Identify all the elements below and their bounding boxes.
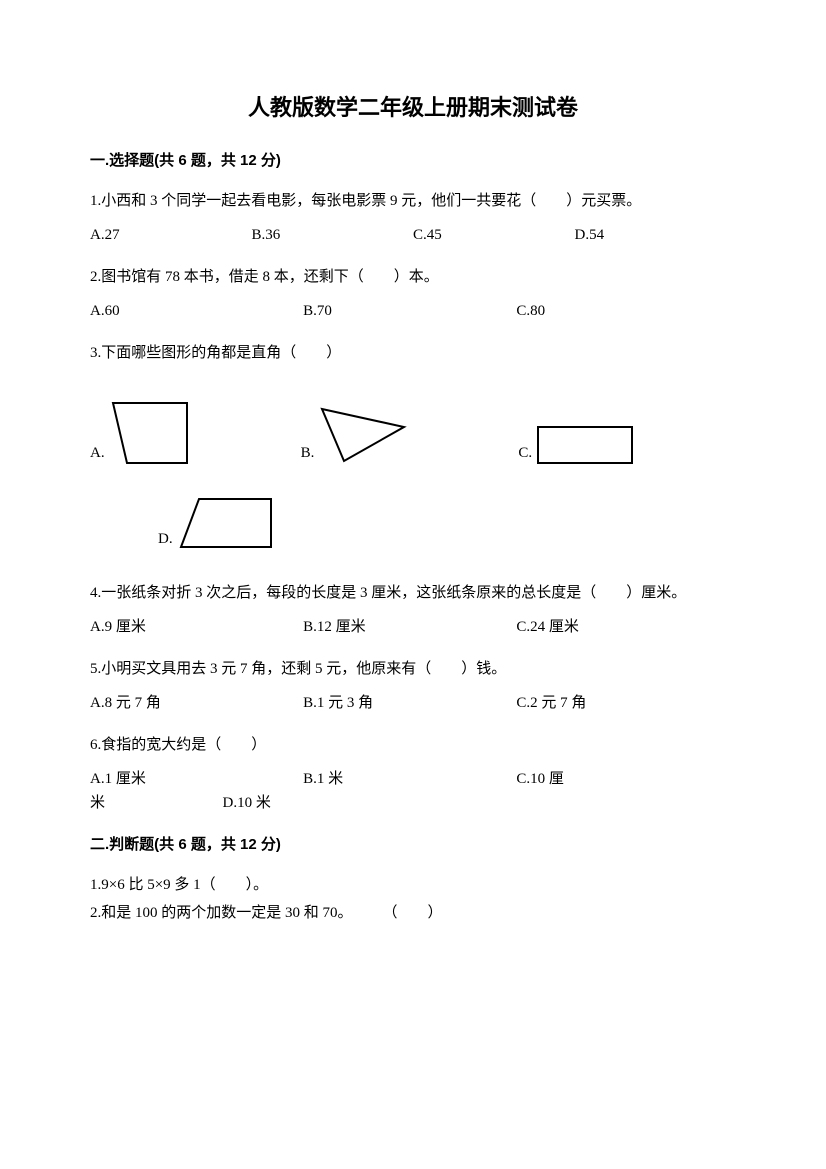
q3-cell-c: C. — [518, 425, 634, 465]
q2-opt-b: B.70 — [303, 299, 516, 323]
q2-opt-a: A.60 — [90, 299, 303, 323]
q3-cell-a: A. — [90, 401, 191, 465]
q6-options: A.1 厘米 B.1 米 C.10 厘 米 D.10 米 — [90, 767, 736, 815]
q1-opt-c: C.45 — [413, 223, 575, 247]
q5-options: A.8 元 7 角 B.1 元 3 角 C.2 元 7 角 — [90, 691, 736, 715]
q5-opt-b: B.1 元 3 角 — [303, 691, 516, 715]
shape-right-trapezoid-icon — [109, 401, 191, 465]
q1-opt-d: D.54 — [575, 223, 737, 247]
q4-text: 4.一张纸条对折 3 次之后，每段的长度是 3 厘米，这张纸条原来的总长度是（ … — [90, 581, 736, 605]
question-2: 2.图书馆有 78 本书，借走 8 本，还剩下（ ）本。 A.60 B.70 C… — [90, 265, 736, 323]
question-3: 3.下面哪些图形的角都是直角（ ） A. B. C. D. — [90, 341, 736, 551]
q6-opt-c: C.10 厘 — [516, 767, 729, 791]
q3-label-c: C. — [518, 441, 532, 465]
q2-text: 2.图书馆有 78 本书，借走 8 本，还剩下（ ）本。 — [90, 265, 736, 289]
q5-opt-a: A.8 元 7 角 — [90, 691, 303, 715]
q2-opt-c: C.80 — [516, 299, 729, 323]
q4-opt-b: B.12 厘米 — [303, 615, 516, 639]
question-6: 6.食指的宽大约是（ ） A.1 厘米 B.1 米 C.10 厘 米 D.10 … — [90, 733, 736, 815]
question-4: 4.一张纸条对折 3 次之后，每段的长度是 3 厘米，这张纸条原来的总长度是（ … — [90, 581, 736, 639]
q1-text: 1.小西和 3 个同学一起去看电影，每张电影票 9 元，他们一共要花（ ）元买票… — [90, 189, 736, 213]
shape-triangle-icon — [318, 405, 408, 465]
q4-opt-a: A.9 厘米 — [90, 615, 303, 639]
q4-opt-c: C.24 厘米 — [516, 615, 729, 639]
question-1: 1.小西和 3 个同学一起去看电影，每张电影票 9 元，他们一共要花（ ）元买票… — [90, 189, 736, 247]
q6-opt-b: B.1 米 — [303, 767, 516, 791]
q3-label-a: A. — [90, 441, 105, 465]
q5-text: 5.小明买文具用去 3 元 7 角，还剩 5 元，他原来有（ ）钱。 — [90, 657, 736, 681]
q3-text: 3.下面哪些图形的角都是直角（ ） — [90, 341, 736, 365]
q2-options: A.60 B.70 C.80 — [90, 299, 736, 323]
q3-shapes-row-2: D. — [90, 495, 736, 551]
shape-trapezoid-icon — [177, 495, 275, 551]
q4-options: A.9 厘米 B.12 厘米 C.24 厘米 — [90, 615, 736, 639]
section-one-header: 一.选择题(共 6 题，共 12 分) — [90, 149, 736, 173]
q3-shapes-row-1: A. B. C. — [90, 401, 736, 465]
q6-opt-d: D.10 米 — [223, 795, 271, 811]
q6-line2-left: 米 — [90, 795, 105, 811]
q3-cell-b: B. — [301, 405, 409, 465]
question-5: 5.小明买文具用去 3 元 7 角，还剩 5 元，他原来有（ ）钱。 A.8 元… — [90, 657, 736, 715]
q5-opt-c: C.2 元 7 角 — [516, 691, 729, 715]
shape-rectangle-icon — [536, 425, 634, 465]
q1-options: A.27 B.36 C.45 D.54 — [90, 223, 736, 247]
q1-opt-a: A.27 — [90, 223, 252, 247]
q3-label-b: B. — [301, 441, 315, 465]
q1-opt-b: B.36 — [252, 223, 414, 247]
section-two-header: 二.判断题(共 6 题，共 12 分) — [90, 833, 736, 857]
q6-line2: 米 D.10 米 — [90, 791, 736, 815]
judge-q1: 1.9×6 比 5×9 多 1（ ）。 — [90, 873, 736, 897]
q3-label-d: D. — [158, 527, 173, 551]
page-title: 人教版数学二年级上册期末测试卷 — [90, 90, 736, 125]
judge-q2: 2.和是 100 的两个加数一定是 30 和 70。 （ ） — [90, 901, 736, 925]
q6-text: 6.食指的宽大约是（ ） — [90, 733, 736, 757]
q6-opt-a: A.1 厘米 — [90, 767, 303, 791]
